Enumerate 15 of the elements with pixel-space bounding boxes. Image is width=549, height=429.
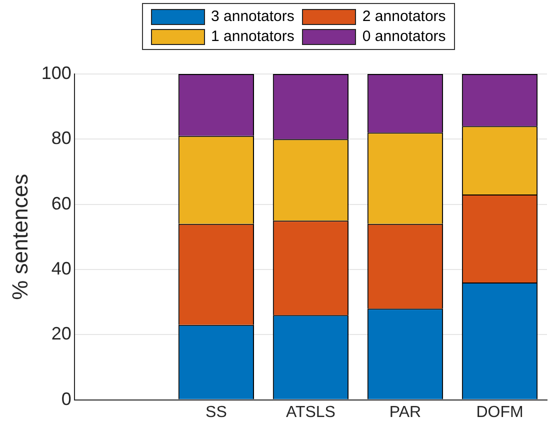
y-tick-label: 0 (61, 388, 72, 409)
y-axis-title: % sentences (7, 174, 32, 300)
legend-label: 1 annotators (211, 28, 294, 45)
x-tick-label: ATSLS (286, 404, 336, 421)
x-tick-label: PAR (389, 404, 422, 421)
legend-label: 0 annotators (362, 28, 446, 45)
y-tick-label: 40 (51, 258, 72, 278)
x-tick-label: SS (206, 404, 227, 421)
y-tick-label: 20 (51, 324, 72, 344)
y-tick-label: 60 (51, 193, 72, 214)
legend-label: 3 annotators (211, 8, 294, 25)
legend-label: 2 annotators (362, 8, 446, 25)
y-tick-label: 100 (41, 62, 72, 83)
x-tick-label: DOFM (476, 404, 524, 421)
y-tick-label: 80 (51, 128, 72, 148)
